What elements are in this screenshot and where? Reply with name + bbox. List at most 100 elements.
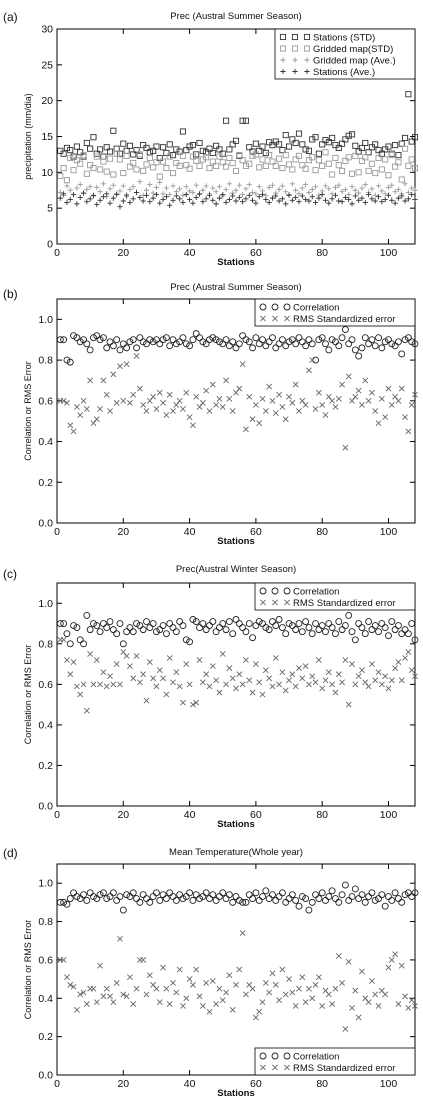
data-point (352, 152, 359, 159)
data-point (306, 985, 312, 992)
data-point (306, 681, 312, 688)
data-point (80, 891, 87, 899)
data-point (332, 192, 339, 198)
data-point (67, 671, 74, 678)
data-point (219, 620, 227, 627)
data-point (163, 691, 170, 698)
legend-marker (283, 303, 291, 311)
data-point (243, 186, 249, 192)
data-point (308, 340, 316, 348)
data-point (276, 186, 282, 193)
data-point (371, 896, 379, 904)
data-point (166, 141, 173, 148)
data-point (159, 336, 167, 344)
data-point (239, 361, 246, 368)
data-point (262, 667, 269, 674)
data-point (210, 197, 216, 203)
data-point (372, 677, 379, 684)
data-point (329, 1001, 336, 1007)
data-point (405, 1004, 412, 1011)
data-point (193, 194, 199, 201)
data-point (120, 198, 126, 204)
data-point (223, 163, 230, 170)
data-point (235, 340, 243, 348)
data-point (395, 1001, 402, 1007)
data-point (202, 340, 210, 348)
data-point (63, 630, 71, 638)
legend-label: Gridded map(STD) (313, 44, 393, 55)
data-point (156, 154, 163, 162)
data-point (67, 981, 74, 988)
data-point (183, 184, 189, 190)
data-point (160, 675, 166, 682)
data-point (402, 993, 408, 1000)
data-point (395, 659, 402, 665)
data-point (279, 147, 286, 154)
data-point (249, 416, 256, 423)
y-tick-label: 0.8 (38, 916, 53, 928)
data-point (312, 891, 320, 899)
data-point (348, 131, 356, 138)
data-point (412, 187, 418, 193)
data-point (226, 154, 233, 162)
data-point (160, 191, 166, 197)
data-point (371, 342, 379, 350)
data-point (96, 891, 104, 899)
data-point (392, 200, 398, 206)
data-point (296, 408, 302, 414)
data-point (252, 401, 259, 408)
data-point (103, 144, 110, 151)
data-point (236, 152, 243, 159)
data-point (395, 397, 402, 404)
data-point (358, 891, 366, 899)
chart-title: Prec (Austral Summer Season) (170, 11, 301, 22)
data-point (213, 189, 219, 195)
data-point (199, 399, 206, 406)
data-point (87, 196, 93, 202)
data-point (63, 900, 71, 908)
data-point (318, 622, 326, 630)
data-point (362, 679, 369, 686)
data-point (166, 655, 173, 661)
data-point (348, 628, 356, 636)
data-point (60, 636, 67, 643)
data-point (57, 189, 63, 195)
data-point (100, 669, 107, 676)
data-point (266, 989, 273, 996)
data-point (325, 669, 332, 676)
x-tick-label: 0 (54, 1078, 60, 1090)
data-point (404, 630, 412, 638)
data-point (229, 1006, 236, 1013)
data-point (262, 980, 269, 986)
data-point (84, 199, 90, 205)
data-point (296, 191, 302, 197)
x-tick-label: 60 (250, 1078, 262, 1090)
legend-marker (291, 33, 299, 41)
data-point (318, 334, 326, 342)
data-point (163, 194, 169, 200)
legend-marker (260, 315, 266, 322)
data-point (309, 357, 316, 364)
data-point (153, 406, 160, 412)
data-point (246, 160, 253, 167)
chart-panel-d: (d) Mean Temperature(Whole year) 0 20 40 60 80… (3, 846, 419, 1099)
data-point (388, 401, 395, 408)
data-point (73, 404, 80, 410)
data-point (146, 154, 153, 162)
legend-marker (260, 1064, 266, 1071)
data-point (322, 137, 329, 144)
data-point (328, 336, 336, 344)
data-point (114, 191, 120, 198)
data-point (316, 195, 322, 201)
data-point (361, 630, 369, 638)
data-point (259, 336, 266, 344)
data-point (152, 889, 160, 897)
data-point (346, 196, 352, 203)
legend-marker (292, 68, 298, 75)
data-point (412, 196, 418, 203)
data-point (292, 381, 299, 388)
data-point (74, 185, 80, 191)
data-point (97, 146, 104, 153)
data-point (166, 889, 174, 897)
y-tick-label: 0.0 (38, 1070, 53, 1082)
